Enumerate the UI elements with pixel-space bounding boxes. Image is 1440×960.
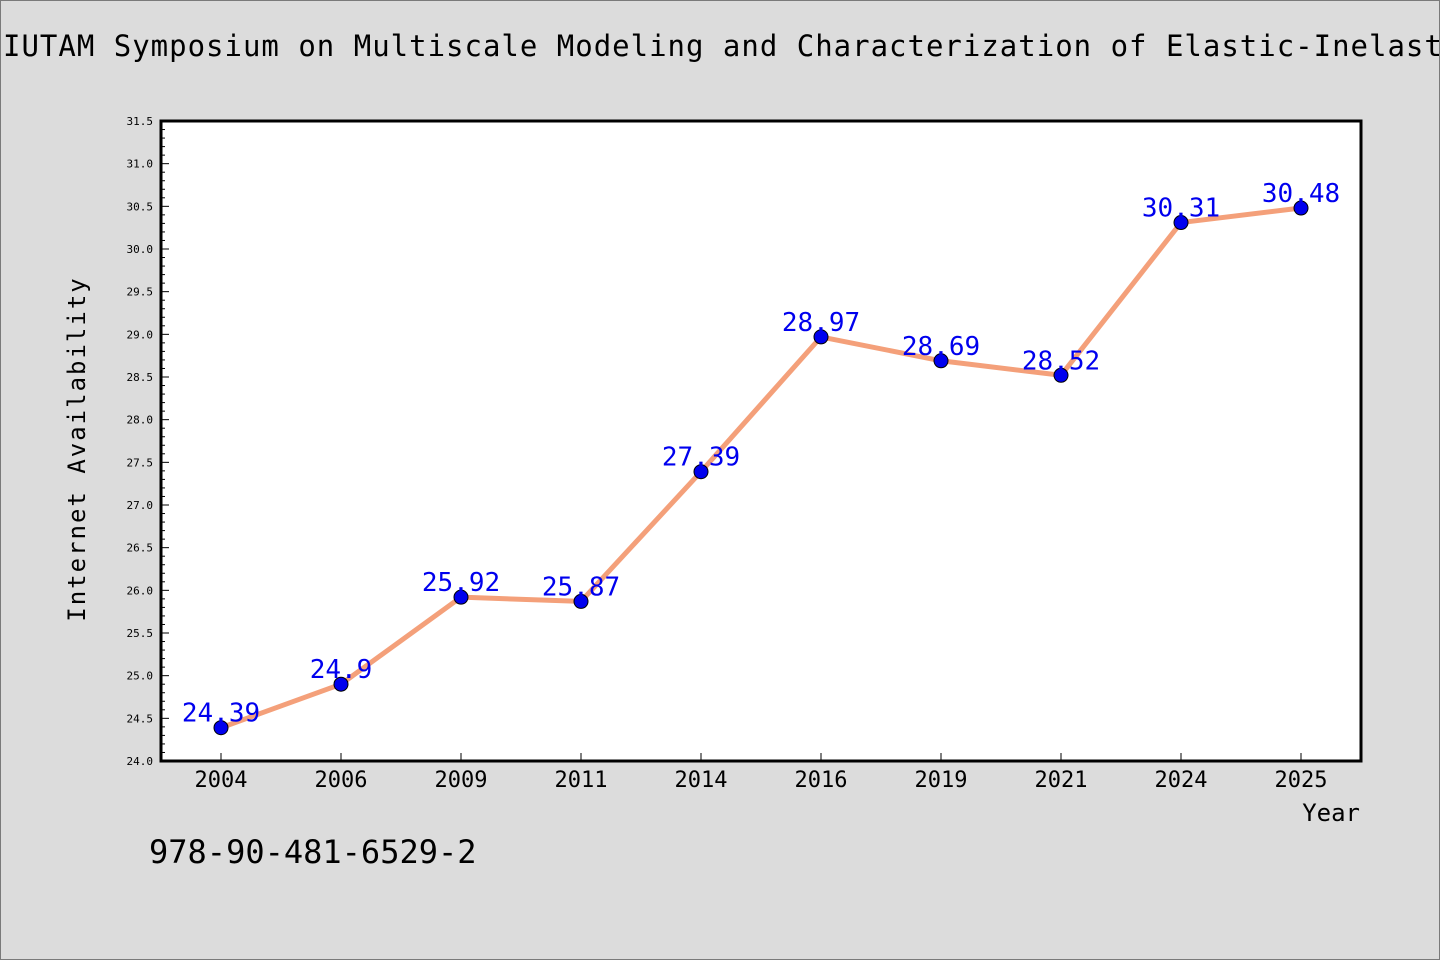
y-tick-label: 26.0 — [127, 584, 154, 597]
y-tick-label: 30.0 — [127, 243, 154, 256]
x-tick-label: 2011 — [555, 768, 608, 793]
data-point — [813, 329, 829, 345]
x-tick-label: 2014 — [675, 768, 728, 793]
y-tick-label: 29.0 — [127, 328, 154, 341]
x-tick-label: 2025 — [1275, 768, 1328, 793]
y-tick-label: 29.5 — [127, 286, 154, 299]
data-point — [1293, 200, 1309, 216]
y-tick-label: 30.5 — [127, 200, 154, 213]
y-tick-label: 31.5 — [127, 115, 154, 128]
series-line — [218, 205, 1304, 731]
data-label: 24.39 — [182, 699, 260, 729]
y-tick-label: 31.0 — [127, 158, 154, 171]
data-point — [933, 353, 949, 369]
y-tick-label: 27.0 — [127, 499, 154, 512]
data-label: 28.52 — [1022, 346, 1100, 376]
data-point — [693, 464, 709, 480]
x-tick-label: 2006 — [315, 768, 368, 793]
y-tick-label: 24.0 — [127, 755, 154, 768]
data-point — [1173, 215, 1189, 231]
plot-area — [159, 119, 1363, 763]
data-label: 27.39 — [662, 443, 740, 473]
y-tick-label: 25.5 — [127, 627, 154, 640]
chart-title: IUTAM Symposium on Multiscale Modeling a… — [3, 29, 1440, 63]
y-axis-label: Internet Availability — [63, 276, 91, 621]
x-axis: 2004 2006 2009 2011 2014 2016 2019 2021 2024 2025 — [195, 753, 1328, 793]
x-tick-label: 2019 — [915, 768, 968, 793]
data-label: 30.48 — [1262, 179, 1340, 209]
data-label: 28.69 — [902, 332, 980, 362]
x-axis-label: Year — [1302, 799, 1360, 827]
y-tick-label: 28.0 — [127, 414, 154, 427]
y-axis: 24.0 24.5 25.0 25.5 26.0 26.5 27.0 27.5 28.0 28.5… — [127, 115, 169, 768]
y-tick-label: 27.5 — [127, 456, 154, 469]
x-tick-label: 2004 — [195, 768, 248, 793]
y-tick-label: 24.5 — [127, 712, 154, 725]
y-tick-label: 26.5 — [127, 542, 154, 555]
data-point — [213, 720, 229, 736]
x-tick-label: 2021 — [1035, 768, 1088, 793]
data-point — [333, 676, 349, 692]
data-label: 24.9 — [310, 655, 373, 685]
data-markers — [213, 200, 1309, 736]
data-label: 30.31 — [1142, 194, 1220, 224]
data-point — [573, 593, 589, 609]
y-tick-label: 28.5 — [127, 371, 154, 384]
x-tick-label: 2016 — [795, 768, 848, 793]
data-label: 25.92 — [422, 568, 500, 598]
data-point — [1053, 367, 1069, 383]
x-tick-label: 2009 — [435, 768, 488, 793]
data-labels: 24.39 24.9 25.92 25.87 27.39 28.97 28.69 28.52 3… — [182, 179, 1340, 729]
y-tick-label: 25.0 — [127, 670, 154, 683]
isbn-note: 978-90-481-6529-2 — [149, 833, 477, 871]
data-label: 25.87 — [542, 572, 620, 602]
x-tick-label: 2024 — [1155, 768, 1208, 793]
data-point — [453, 589, 469, 605]
data-label: 28.97 — [782, 308, 860, 338]
